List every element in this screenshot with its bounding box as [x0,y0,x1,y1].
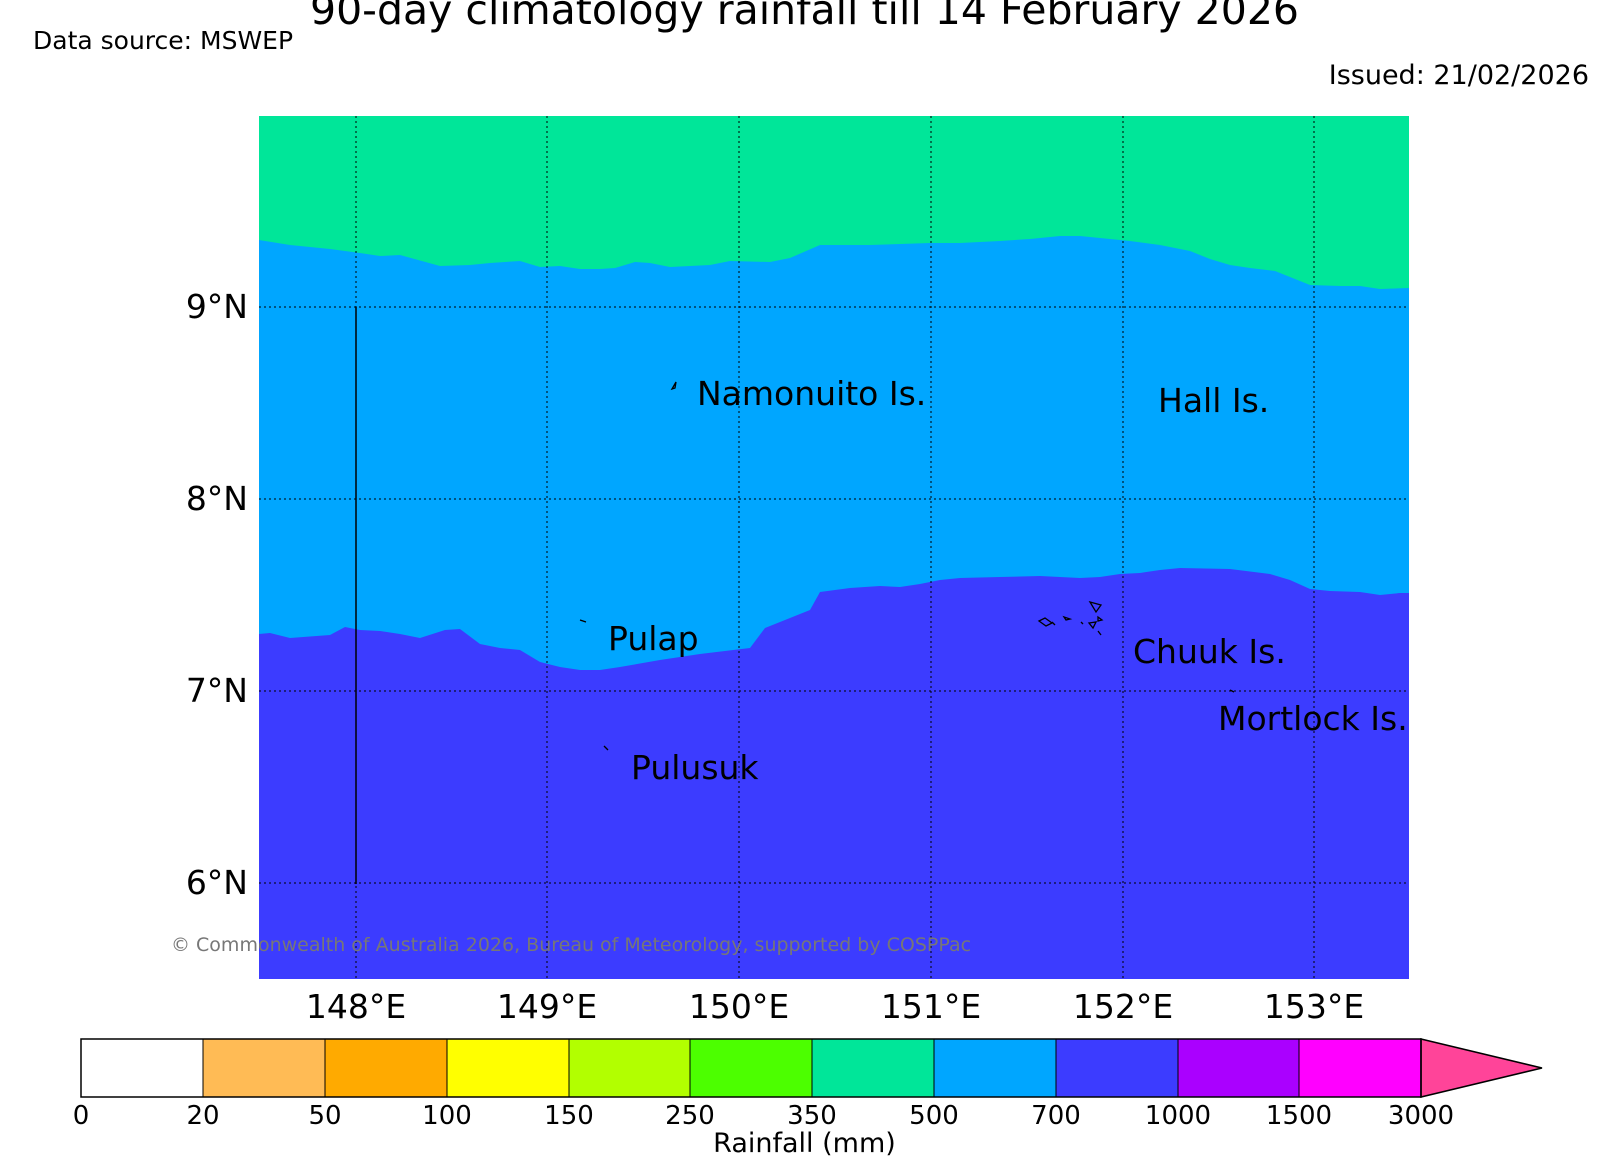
place-label-mortlock: Mortlock Is. [1218,699,1408,738]
colorbar-bin-0-20 [81,1039,203,1097]
lon-label-153e: 153°E [1263,987,1365,1026]
colorbar-tick-350: 350 [787,1101,837,1131]
colorbar-bin-500-700 [934,1039,1056,1097]
colorbar-title: Rainfall (mm) [713,1128,896,1159]
colorbar-tick-20: 20 [186,1101,220,1131]
colorbar-tick-3000: 3000 [1387,1101,1455,1131]
colorbar-bin-350-500 [812,1039,934,1097]
colorbar-bin-20-50 [203,1039,325,1097]
lon-label-151e: 151°E [880,987,982,1026]
place-label-pulusuk: Pulusuk [631,748,759,787]
lon-label-152e: 152°E [1072,987,1174,1026]
colorbar-tick-500: 500 [909,1101,959,1131]
colorbar-tick-50: 50 [308,1101,342,1131]
lon-label-149e: 149°E [496,987,598,1026]
lon-label-150e: 150°E [688,987,790,1026]
colorbar-tick-1500: 1500 [1265,1101,1333,1131]
lat-label-9n: 9°N [185,287,248,326]
colorbar-tick-250: 250 [665,1101,715,1131]
colorbar-bin-150-250 [569,1039,690,1097]
colorbar-tick-100: 100 [422,1101,472,1131]
colorbar-extend-arrow [1420,1038,1543,1098]
colorbar-bin-1500-3000 [1299,1039,1421,1097]
colorbar-bin-250-350 [690,1039,812,1097]
colorbar-tick-700: 700 [1031,1101,1081,1131]
island-outlines [579,381,1235,751]
colorbar-tick-150: 150 [544,1101,594,1131]
copyright-notice: © Commonwealth of Australia 2026, Bureau… [171,934,972,956]
colorbar-tick-1000: 1000 [1144,1101,1212,1131]
place-label-hall: Hall Is. [1158,381,1270,420]
place-label-pulap: Pulap [608,619,699,658]
lon-label-148e: 148°E [305,987,407,1026]
colorbar [80,1038,1543,1098]
colorbar-bin-700-1000 [1056,1039,1178,1097]
colorbar-tick-0: 0 [72,1101,90,1131]
place-label-namonuito: Namonuito Is. [697,374,927,413]
lat-label-8n: 8°N [185,479,248,518]
data-source-label: Data source: MSWEP [33,26,294,55]
issued-date-label: Issued: 21/02/2026 [1328,60,1589,91]
place-label-chuuk: Chuuk Is. [1133,632,1286,671]
colorbar-bin-100-150 [447,1039,569,1097]
lat-label-6n: 6°N [185,863,248,902]
colorbar-bin-1000-1500 [1178,1039,1299,1097]
lat-label-7n: 7°N [185,671,248,710]
map-title: 90-day climatology rainfall till 14 Febr… [309,0,1300,34]
colorbar-bin-50-100 [325,1039,447,1097]
